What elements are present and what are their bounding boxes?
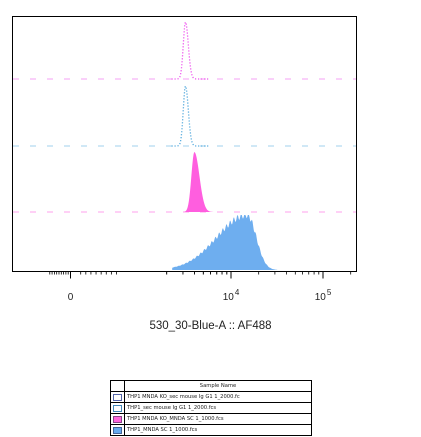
legend-row: THP1 MNDA KO_MNDA SC 1_1000.fcs	[110, 413, 312, 425]
histogram-fill	[180, 152, 219, 212]
histogram-dotted-line	[171, 21, 210, 80]
legend-swatch	[113, 427, 122, 434]
x-tick-label: 104	[223, 288, 240, 303]
legend-table: Sample Name THP1 MNDA KO_sec mouse Ig G1…	[110, 380, 312, 436]
plot-frame	[12, 16, 357, 272]
legend-label: THP1_MNDA SC 1_1000.fcs	[124, 424, 312, 436]
x-tick-label: 105	[315, 288, 332, 303]
legend-label: THP1 MNDA KO_sec mouse Ig G1 1_2000.fc	[124, 391, 312, 403]
histogram-dotted-line	[171, 85, 210, 147]
x-axis-label: 530_30-Blue-A :: AF488	[149, 320, 272, 332]
legend-row: THP1_MNDA SC 1_1000.fcs	[110, 424, 312, 436]
legend-swatch	[113, 405, 122, 412]
legend-label: THP1_sec mouse Ig G1 1_2000.fcs	[124, 402, 312, 414]
legend-swatch	[113, 416, 122, 423]
histogram-fill	[172, 215, 278, 270]
legend-row: THP1 MNDA KO_sec mouse Ig G1 1_2000.fc	[110, 391, 312, 403]
legend-header: Sample Name	[124, 380, 312, 392]
legend-header-row: Sample Name	[110, 380, 312, 392]
histogram-plot: 0 104 105	[12, 16, 357, 303]
legend-swatch	[113, 394, 122, 401]
legend-row: THP1_sec mouse Ig G1 1_2000.fcs	[110, 402, 312, 414]
x-tick-label: 0	[68, 292, 74, 303]
legend-label: THP1 MNDA KO_MNDA SC 1_1000.fcs	[124, 413, 312, 425]
